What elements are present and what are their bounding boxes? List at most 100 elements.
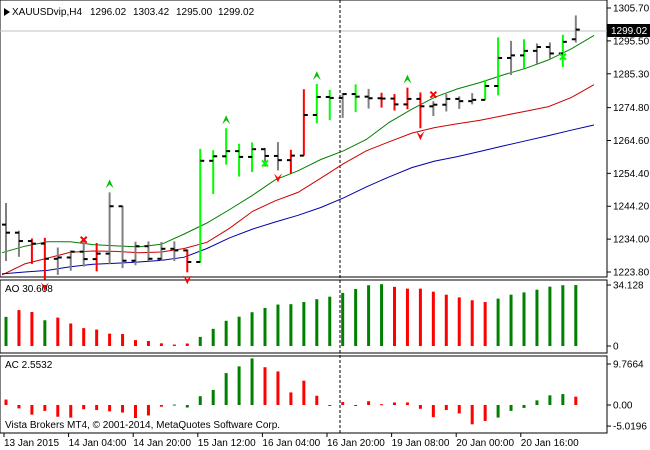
price-bar: [157, 242, 166, 262]
time-tick-label: 14 Jan 04:00: [69, 438, 127, 449]
ao-bar: [198, 336, 202, 346]
price-bar: [131, 241, 140, 266]
ao-bar: [134, 340, 137, 346]
ac-bar: [418, 405, 422, 409]
ac-bar: [431, 405, 435, 418]
fractal-down-arrow-icon: [273, 173, 282, 183]
ac-bar: [328, 405, 332, 406]
ac-tick-label: 9.7664: [613, 360, 644, 371]
price-tick-label: 1295.50: [613, 36, 650, 47]
ao-bar: [548, 286, 552, 346]
price-bar: [468, 93, 477, 105]
ao-bar: [30, 312, 34, 346]
ma-slow-line: [1, 124, 595, 275]
ac-histogram: [4, 358, 578, 425]
ac-bar: [172, 404, 176, 406]
collapse-triangle-icon[interactable]: [4, 8, 10, 16]
ac-bar: [444, 405, 448, 411]
ac-bar: [263, 367, 267, 405]
ac-bar: [315, 395, 319, 405]
ac-bar: [82, 405, 86, 410]
fractal-up-arrow-icon: [105, 179, 114, 189]
ao-tick-label: 0: [613, 342, 619, 353]
price-bar: [273, 142, 282, 171]
ao-indicator-label: AO 30.608: [5, 284, 53, 295]
signal-cross-icon: [429, 91, 438, 99]
ac-bar: [4, 399, 8, 405]
ao-bar: [561, 285, 565, 346]
ao-bar: [159, 343, 163, 346]
header-high: 1303.42: [133, 7, 170, 18]
time-tick-label: 16 Jan 20:00: [327, 438, 385, 449]
price-bar: [455, 96, 464, 109]
header-low: 1295.00: [176, 7, 213, 18]
price-tick-label: 1285.30: [613, 69, 650, 80]
time-axis: 13 Jan 2015 14 Jan 04:00 14 Jan 20:00 15 Ja…: [3, 433, 579, 449]
ao-bar: [367, 285, 371, 346]
ao-bar: [380, 284, 384, 346]
price-tick-label: 1223.80: [613, 268, 650, 279]
ao-bar: [95, 329, 99, 346]
ac-bar: [95, 405, 99, 411]
signal-cross-icon: [261, 159, 269, 168]
price-bar: [118, 205, 127, 269]
ac-bar: [341, 402, 345, 405]
ao-bar: [328, 296, 332, 346]
current-price-badge: [607, 24, 650, 37]
header-open: 1296.02: [90, 7, 127, 18]
price-tick-label: 1244.20: [613, 202, 650, 213]
ac-bar: [159, 405, 163, 407]
price-bar: [79, 239, 88, 267]
ao-bar: [276, 304, 280, 346]
ma-mid-line: [1, 84, 595, 276]
ao-bar: [108, 333, 112, 346]
ac-bar: [198, 396, 202, 405]
ao-bar: [211, 328, 215, 346]
ao-bar: [315, 299, 319, 346]
ao-bar: [82, 328, 86, 346]
ao-bar: [354, 288, 358, 346]
fractal-down-arrow-icon: [40, 282, 49, 292]
price-bar: [2, 203, 10, 262]
ac-bar: [393, 402, 396, 405]
price-bar: [312, 84, 321, 124]
price-bar: [545, 42, 554, 59]
ao-bar: [4, 316, 8, 346]
ac-bar: [302, 380, 306, 405]
ao-bar: [172, 344, 176, 346]
price-tick-label: 1305.70: [613, 4, 650, 15]
price-bar: [571, 15, 580, 43]
ac-bar: [146, 405, 150, 416]
ac-indicator-label: AC 2.5532: [5, 360, 53, 371]
price-bar: [299, 89, 308, 157]
price-bar: [105, 192, 114, 265]
price-tick-label: 1254.40: [613, 169, 650, 180]
price-bar: [92, 242, 101, 272]
ac-bar: [561, 394, 565, 405]
price-bar: [403, 87, 412, 110]
ao-bar: [405, 288, 409, 346]
time-tick-label: 16 Jan 04:00: [262, 438, 320, 449]
ao-axis: 34.128 0: [607, 281, 644, 353]
ac-bar: [457, 405, 461, 414]
ao-bar: [444, 294, 448, 346]
ao-bar: [535, 289, 539, 346]
fractal-down-arrow-icon: [416, 131, 425, 141]
ao-bar: [185, 343, 189, 346]
ac-bar: [509, 405, 513, 411]
price-bar: [442, 94, 451, 112]
ac-bar: [121, 405, 125, 413]
ac-bar: [250, 358, 254, 405]
ao-bar: [431, 291, 435, 346]
price-bar: [416, 92, 425, 129]
ao-bar: [418, 288, 422, 346]
symbol-header: XAUUSDvip,H4 1296.02 1303.42 1295.00 129…: [4, 7, 255, 18]
price-tick-label: 1274.80: [613, 103, 650, 114]
ac-bar: [211, 389, 215, 405]
header-close: 1299.02: [218, 7, 255, 18]
ac-bar: [224, 373, 228, 405]
signal-cross-icon: [559, 52, 567, 61]
ao-bar: [393, 286, 396, 346]
fractal-up-arrow-icon: [312, 71, 321, 81]
